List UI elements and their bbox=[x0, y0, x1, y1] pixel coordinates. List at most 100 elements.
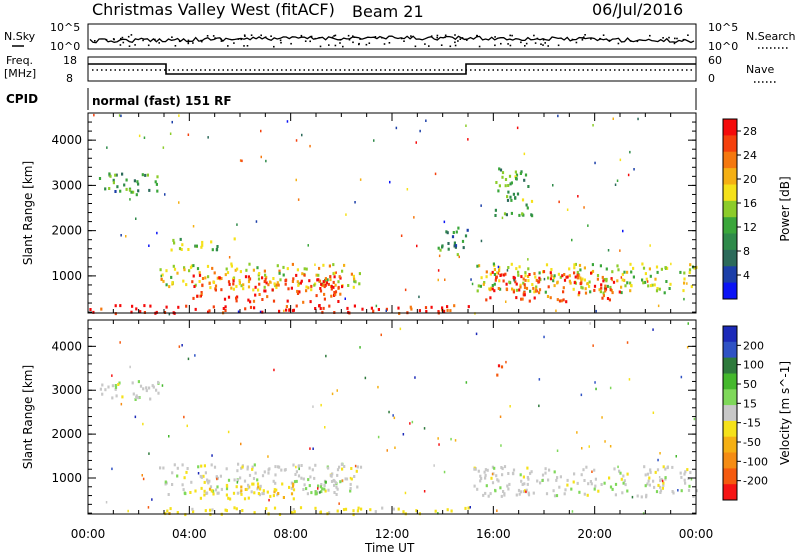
noise-search-point bbox=[478, 45, 481, 48]
data-cell bbox=[670, 262, 672, 266]
data-cell bbox=[244, 275, 248, 279]
data-cell bbox=[467, 138, 469, 141]
data-cell bbox=[116, 185, 119, 189]
data-cell bbox=[324, 489, 327, 493]
data-cell bbox=[240, 442, 242, 446]
noise-search-point bbox=[233, 42, 235, 44]
colorbar-segment bbox=[723, 484, 737, 501]
data-cell bbox=[573, 281, 576, 285]
data-cell bbox=[527, 491, 530, 495]
data-cell bbox=[170, 275, 173, 279]
data-cell bbox=[519, 473, 522, 477]
data-cell bbox=[136, 180, 139, 184]
data-cell bbox=[156, 175, 159, 179]
data-cell bbox=[597, 489, 600, 493]
data-cell bbox=[414, 376, 416, 379]
data-cell bbox=[630, 270, 633, 274]
data-cell bbox=[352, 285, 355, 289]
colorbar-frame bbox=[722, 118, 738, 300]
data-cell bbox=[251, 467, 254, 471]
data-cell bbox=[434, 172, 437, 176]
freq-label: Freq. bbox=[6, 54, 33, 67]
data-cell bbox=[574, 262, 577, 266]
noise-search-series bbox=[94, 34, 689, 48]
data-cell bbox=[309, 447, 311, 450]
noise-search-point bbox=[220, 38, 222, 40]
data-cell bbox=[519, 283, 522, 287]
data-cell bbox=[525, 488, 528, 492]
data-cell bbox=[662, 465, 665, 469]
data-cell bbox=[187, 133, 190, 136]
data-cell bbox=[228, 256, 231, 259]
data-cell bbox=[178, 114, 180, 117]
data-cell bbox=[482, 493, 485, 497]
noise-search-point bbox=[342, 45, 344, 48]
data-cell bbox=[154, 180, 157, 184]
data-cell bbox=[292, 463, 295, 467]
x-tick-label: 08:00 bbox=[273, 527, 308, 541]
data-cell bbox=[515, 267, 518, 271]
data-cell bbox=[499, 287, 502, 291]
data-cell bbox=[602, 294, 605, 298]
data-cell bbox=[655, 289, 659, 293]
data-cell bbox=[550, 268, 553, 271]
noise-search-point bbox=[525, 42, 528, 45]
data-cell bbox=[210, 463, 213, 467]
data-cell bbox=[216, 476, 219, 480]
data-cell bbox=[120, 234, 122, 237]
data-cell bbox=[265, 507, 268, 511]
data-cell bbox=[576, 481, 579, 485]
data-cell bbox=[310, 491, 313, 495]
data-cell bbox=[182, 488, 185, 492]
data-cell bbox=[498, 184, 501, 188]
data-cell bbox=[388, 410, 390, 414]
data-cell bbox=[438, 443, 440, 446]
data-cell bbox=[317, 273, 320, 277]
data-cell bbox=[283, 468, 286, 472]
data-cell bbox=[566, 478, 569, 482]
data-cell bbox=[101, 392, 104, 396]
data-cell bbox=[446, 305, 449, 309]
data-cell bbox=[559, 475, 562, 479]
data-cell bbox=[210, 240, 213, 244]
data-cell bbox=[641, 262, 644, 266]
data-cell bbox=[557, 272, 560, 276]
data-cell bbox=[593, 284, 597, 288]
data-cell bbox=[137, 182, 140, 186]
data-cell bbox=[211, 454, 213, 457]
data-cell bbox=[374, 510, 377, 514]
data-cell bbox=[235, 296, 238, 300]
data-cell bbox=[640, 495, 643, 499]
data-cell bbox=[659, 491, 662, 494]
data-cell bbox=[648, 267, 651, 271]
data-cell bbox=[166, 509, 169, 513]
colorbar-segment bbox=[723, 420, 737, 438]
data-cell bbox=[272, 494, 275, 498]
data-cell bbox=[358, 272, 361, 276]
data-cell bbox=[336, 468, 340, 472]
data-cell bbox=[542, 270, 546, 274]
data-cell bbox=[357, 506, 360, 510]
data-cell bbox=[530, 213, 533, 217]
data-cell bbox=[385, 309, 387, 312]
data-cell bbox=[450, 437, 452, 441]
data-cell bbox=[232, 279, 235, 283]
data-cell bbox=[311, 468, 314, 472]
data-cell bbox=[119, 341, 121, 344]
data-cell bbox=[328, 264, 331, 268]
data-cell bbox=[134, 398, 137, 401]
noise-search-point bbox=[359, 38, 361, 40]
data-cell bbox=[518, 265, 521, 269]
data-cell bbox=[211, 266, 214, 270]
data-cell bbox=[167, 493, 170, 496]
data-cell bbox=[579, 268, 582, 272]
data-cell bbox=[563, 273, 566, 276]
data-cell bbox=[653, 283, 656, 287]
data-cell bbox=[181, 243, 184, 247]
data-cell bbox=[202, 474, 205, 478]
data-cell bbox=[265, 159, 267, 163]
data-cell bbox=[646, 472, 649, 476]
data-cell bbox=[322, 306, 325, 310]
data-cell bbox=[314, 307, 317, 310]
colorbar-tick-label: 16 bbox=[743, 197, 757, 210]
